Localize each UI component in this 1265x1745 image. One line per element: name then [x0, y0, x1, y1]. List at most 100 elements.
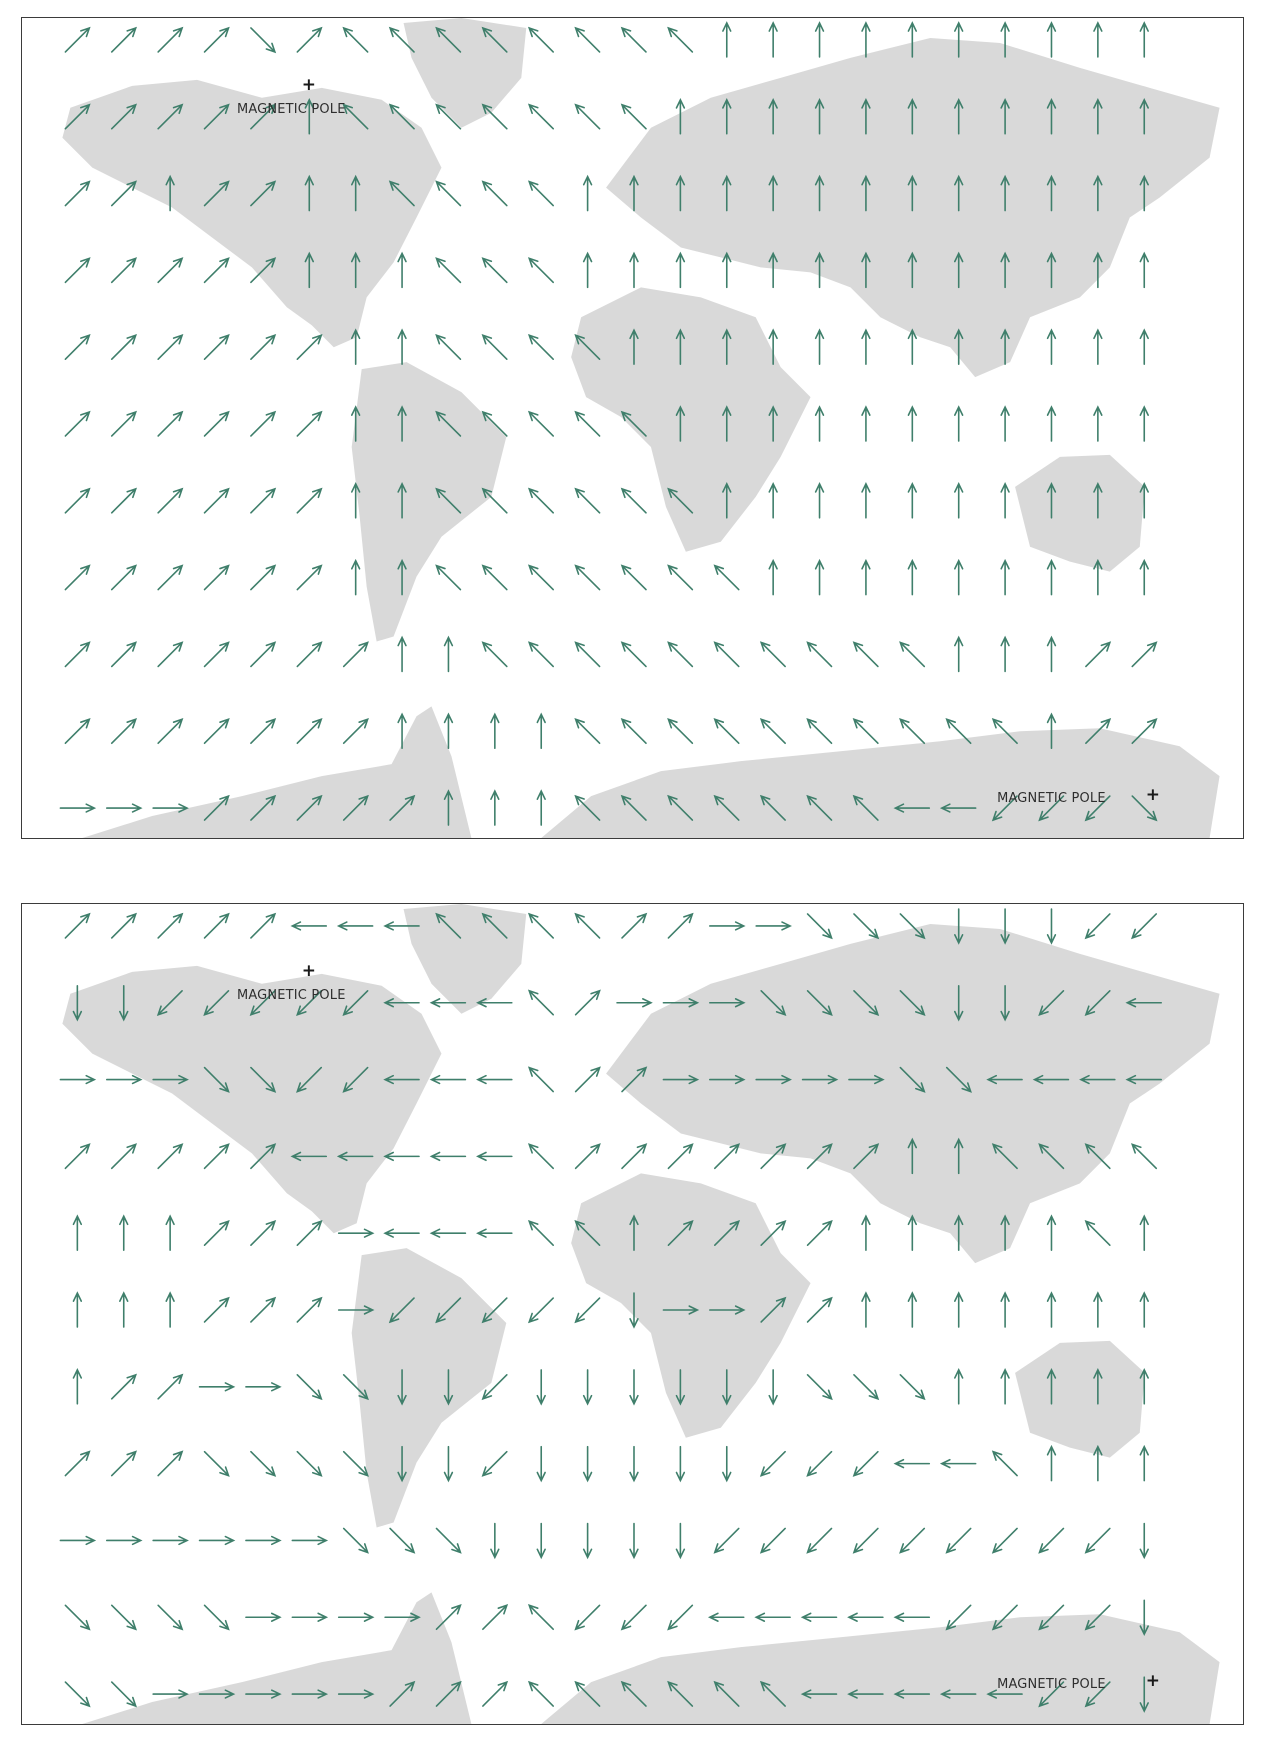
field-arrow — [397, 251, 407, 289]
field-arrow — [250, 487, 277, 514]
field-arrow — [713, 1527, 740, 1554]
field-arrow — [1046, 1291, 1057, 1328]
field-arrow — [954, 1291, 964, 1328]
antarctica-east-landmass — [541, 728, 1220, 838]
field-arrow — [861, 405, 871, 442]
field-arrow — [899, 1527, 926, 1554]
field-arrow — [481, 1374, 508, 1401]
field-arrow — [296, 641, 323, 668]
field-arrow — [383, 998, 420, 1008]
field-arrow — [157, 641, 184, 668]
field-arrow — [667, 487, 694, 514]
field-arrow — [304, 174, 314, 212]
field-arrow — [527, 1066, 554, 1093]
field-arrow — [110, 410, 137, 437]
field-arrow — [853, 913, 880, 940]
field-arrow — [852, 794, 879, 821]
field-arrow — [1000, 174, 1010, 212]
field-arrow — [383, 1074, 420, 1085]
field-arrow — [476, 998, 513, 1008]
field-arrow — [582, 1369, 593, 1406]
field-arrow — [1000, 558, 1010, 596]
field-arrow — [203, 333, 230, 360]
field-arrow — [722, 405, 732, 442]
field-arrow — [482, 1604, 509, 1631]
field-arrow — [574, 641, 601, 668]
field-arrow — [476, 1228, 513, 1238]
africa-landmass — [571, 287, 811, 552]
field-arrow — [1038, 1604, 1065, 1631]
upper-map-canvas: + MAGNETIC POLE MAGNETIC POLE + — [59, 18, 1220, 838]
field-arrow — [954, 482, 964, 519]
field-arrow — [662, 1305, 700, 1315]
field-arrow — [342, 103, 369, 130]
field-arrow — [814, 97, 825, 135]
field-arrow — [629, 1369, 639, 1406]
field-arrow — [760, 989, 787, 1017]
field-arrow — [907, 1137, 918, 1175]
field-arrow — [675, 174, 686, 212]
field-arrow — [435, 103, 462, 130]
field-arrow — [337, 1228, 375, 1238]
field-arrow — [1000, 1214, 1010, 1251]
field-arrow — [157, 1373, 184, 1400]
field-arrow — [110, 641, 137, 668]
field-arrow — [907, 328, 918, 365]
continents — [62, 18, 1220, 838]
field-arrow — [157, 26, 184, 53]
field-arrow — [165, 174, 175, 212]
field-arrow — [435, 333, 462, 360]
field-arrow — [986, 1689, 1023, 1699]
field-arrow — [110, 180, 137, 207]
field-arrow — [722, 1445, 732, 1483]
field-arrow — [621, 912, 648, 939]
field-arrow — [342, 1374, 369, 1401]
field-arrow — [574, 1143, 601, 1170]
field-arrow — [713, 794, 740, 821]
field-arrow — [291, 1689, 329, 1699]
field-arrow — [383, 1228, 420, 1238]
field-arrow — [481, 912, 508, 939]
field-arrow — [1000, 251, 1010, 289]
field-arrow — [435, 410, 462, 437]
field-arrow — [814, 21, 825, 58]
field-arrow — [954, 1214, 964, 1251]
field-arrow — [945, 718, 972, 745]
field-arrow — [629, 174, 639, 212]
field-arrow — [675, 97, 686, 135]
field-arrow — [722, 174, 732, 212]
field-arrow — [527, 410, 554, 437]
field-arrow — [64, 564, 91, 591]
field-arrow — [759, 1680, 786, 1707]
field-arrow — [290, 921, 328, 931]
field-arrow — [893, 1458, 931, 1469]
field-arrow — [1084, 1681, 1111, 1708]
field-arrow — [245, 1382, 282, 1392]
field-arrow — [250, 564, 277, 591]
field-arrow — [110, 912, 137, 939]
field-arrow — [388, 103, 415, 130]
field-arrow — [629, 251, 639, 289]
field-arrow — [119, 985, 129, 1022]
field-arrow — [760, 1143, 787, 1170]
north-pole-marker: + — [302, 74, 316, 94]
field-arrow — [536, 1522, 546, 1560]
field-arrow — [1084, 1143, 1111, 1170]
field-arrow — [389, 1680, 416, 1707]
field-arrows — [59, 908, 1163, 1713]
field-arrow — [1046, 97, 1057, 135]
north-magnetic-pole: + MAGNETIC POLE — [237, 74, 345, 117]
field-arrow — [110, 564, 137, 591]
field-arrow — [667, 641, 694, 668]
field-arrow — [1038, 795, 1065, 822]
field-arrow — [296, 1066, 323, 1093]
field-arrow — [907, 21, 918, 58]
field-arrow — [574, 103, 601, 130]
field-arrow — [157, 1143, 184, 1170]
field-arrow — [110, 1450, 137, 1477]
field-arrow — [945, 1604, 972, 1631]
south-pole-marker: + — [1146, 784, 1160, 804]
field-arrow — [1139, 97, 1149, 135]
north-magnetic-pole: + MAGNETIC POLE — [237, 960, 345, 1003]
north-america-landmass — [62, 965, 442, 1234]
